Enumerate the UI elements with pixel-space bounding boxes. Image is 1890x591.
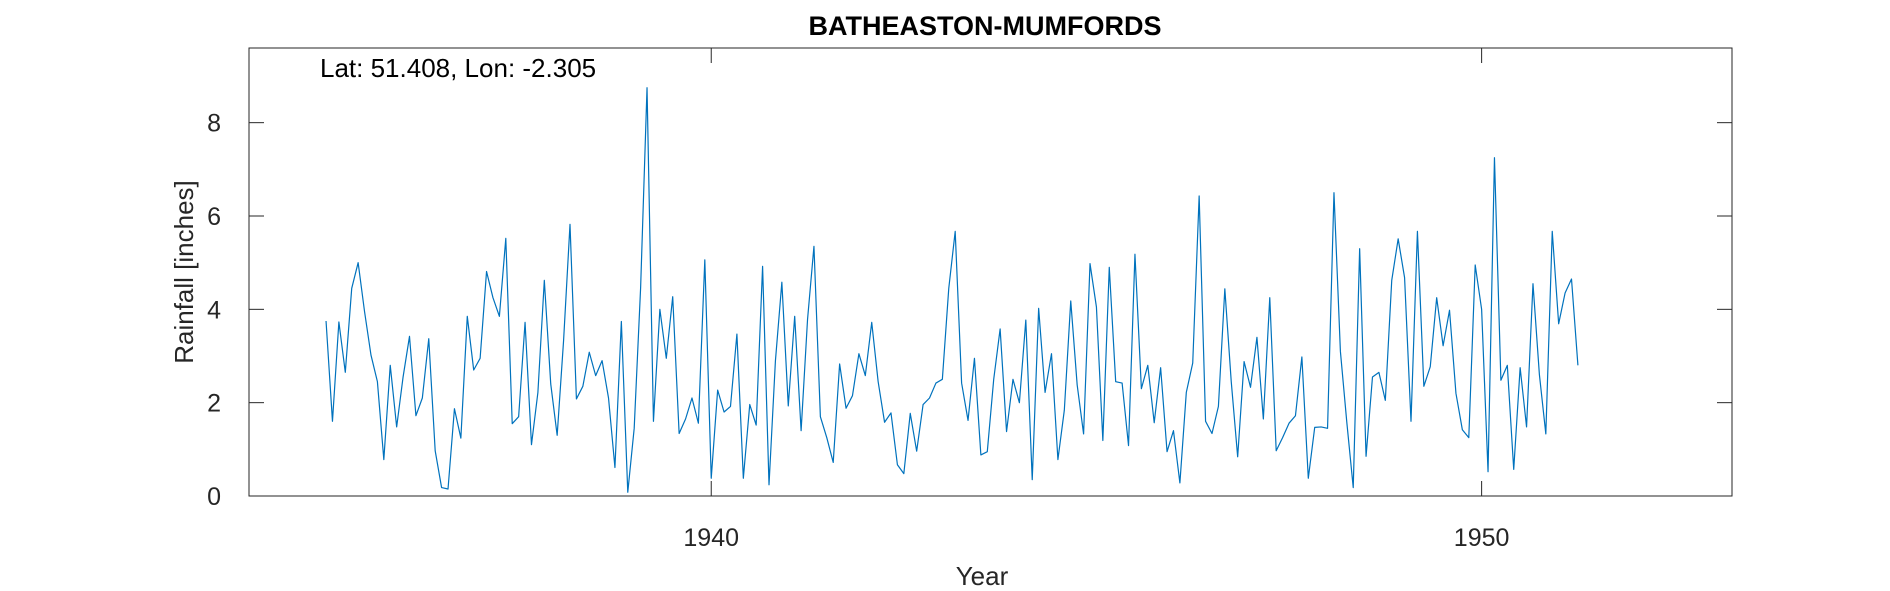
rainfall-series-line <box>325 87 1579 493</box>
y-tick-label: 4 <box>207 296 221 324</box>
plot-area <box>248 47 1733 497</box>
y-tick-label: 6 <box>207 203 221 231</box>
x-axis-label: Year <box>956 561 1009 591</box>
chart-title: BATHEASTON-MUMFORDS <box>809 11 1162 41</box>
x-tick-label: 1950 <box>1454 524 1510 552</box>
tick-labels: 0 2 4 6 8 1940 1950 <box>207 110 1509 552</box>
y-axis-label: Rainfall [inches] <box>169 180 199 364</box>
axis-ticks <box>249 48 1732 497</box>
x-tick-label: 1940 <box>683 524 739 552</box>
y-tick-label: 2 <box>207 390 221 418</box>
y-tick-label: 8 <box>207 110 221 138</box>
location-annotation: Lat: 51.408, Lon: -2.305 <box>320 53 596 83</box>
y-tick-label: 0 <box>207 483 221 511</box>
